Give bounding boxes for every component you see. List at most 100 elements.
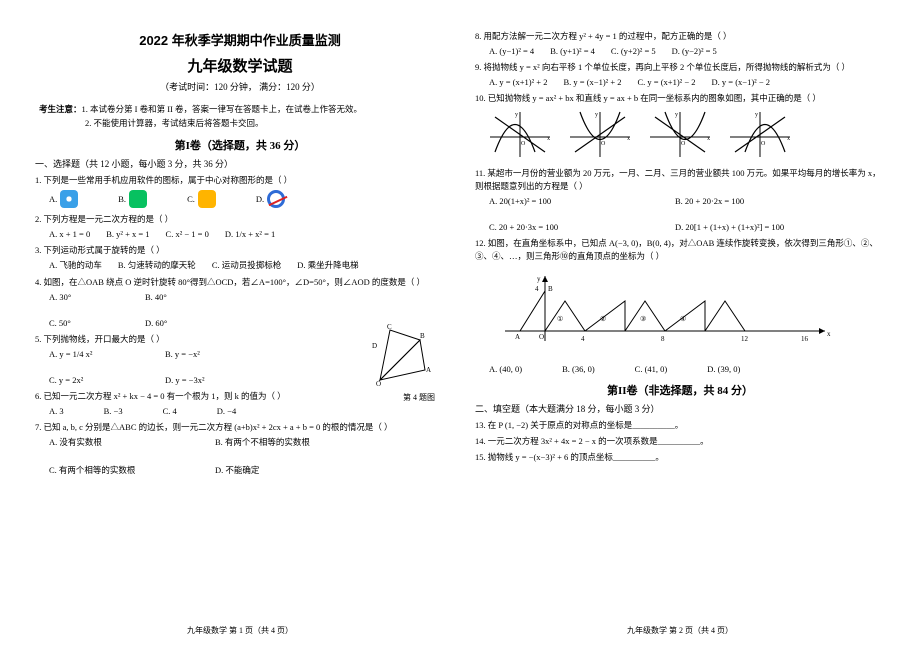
svg-text:x: x [787,136,790,142]
svg-text:x: x [707,136,710,142]
q7-c: C. 有两个相等的实数根 [49,464,199,476]
q3-c: C. 运动员投掷标枪 [212,259,281,271]
q9-c: C. y = (x+1)² − 2 [638,77,696,87]
q12-b: B. (36, 0) [562,364,595,374]
q15-text: 15. 抛物线 y = −(x−3)² + 6 的顶点坐标__________。 [475,451,885,464]
q7-options: A. 没有实数根 B. 有两个不相等的实数根 C. 有两个相等的实数根 D. 不… [49,436,389,476]
svg-text:16: 16 [801,335,809,343]
q1-text: 1. 下列是一些常用手机应用软件的图标，属于中心对称图形的是（ ） [35,174,445,187]
svg-text:12: 12 [741,335,749,343]
q4-figure: O A B C D [370,320,440,390]
svg-text:4: 4 [581,335,585,343]
origin-label: O [539,333,544,341]
q7-text: 7. 已知 a, b, c 分别是△ABC 的边长，则一元二次方程 (a+b)x… [35,421,445,434]
svg-text:A: A [426,366,431,374]
q4-c: C. 50° [49,318,129,328]
q11-options: A. 20(1+x)² = 100 B. 20 + 20·2x = 100 C.… [489,196,869,232]
svg-text:y: y [675,112,678,118]
q9-b: B. y = (x−1)² + 2 [563,77,621,87]
q1-b: B. [118,190,147,208]
footer-left: 九年级数学 第 1 页（共 4 页） [20,625,460,636]
star-icon [198,190,216,208]
q10-graph-b: Oxy [565,107,635,162]
q7-b: B. 有两个不相等的实数根 [215,436,365,448]
q3-text: 3. 下列运动形式属于旋转的是（ ） [35,244,445,257]
svg-text:O: O [376,380,381,388]
q12-options: A. (40, 0) B. (36, 0) C. (41, 0) D. (39,… [489,364,885,374]
svg-text:y: y [515,112,518,118]
q9-a: A. y = (x+1)² + 2 [489,77,547,87]
q6-a: A. 3 [49,406,64,416]
q4-a: A. 30° [49,292,129,302]
svg-text:①: ① [557,315,563,323]
b-label: B [548,285,553,293]
q3-options: A. 飞驰的动车 B. 匀速转动的摩天轮 C. 运动员投掷标枪 D. 乘坐升降电… [49,259,445,271]
q10-graph-c: Oxy [645,107,715,162]
svg-text:O: O [521,141,526,147]
q5-b: B. y = −x² [165,349,265,359]
q8-options: A. (y−1)² = 4 B. (y+1)² = 4 C. (y+2)² = … [489,46,885,56]
svg-text:O: O [761,141,766,147]
q4-b: B. 40° [145,292,225,302]
q8-b: B. (y+1)² = 4 [550,46,595,56]
q7-a: A. 没有实数根 [49,436,199,448]
q2-c: C. x² − 1 = 0 [166,229,209,239]
q7-d: D. 不能确定 [215,464,365,476]
svg-text:C: C [387,323,392,331]
q10-text: 10. 已知抛物线 y = ax² + bx 和直线 y = ax + b 在同… [475,92,885,105]
q10-graphs: Oxy Oxy Oxy Oxy [485,107,885,162]
q13-text: 13. 在 P (1, −2) 关于原点的对称点的坐标是__________。 [475,419,885,432]
q10-graph-a: Ox y [485,107,555,162]
svg-text:B: B [420,332,425,340]
q11-a: A. 20(1+x)² = 100 [489,196,659,206]
page-right: 8. 用配方法解一元二次方程 y² + 4y = 1 的过程中，配方正确的是（ … [460,30,900,636]
q2-d: D. 1/x + x² = 1 [225,229,275,239]
q6-text: 6. 已知一元二次方程 x² + kx − 4 = 0 有一个根为 1，则 k … [35,390,445,403]
q1-c: C. [187,190,216,208]
q6-b: B. −3 [104,406,123,416]
svg-text:y: y [537,275,541,283]
q1-d: D. [256,190,285,208]
wechat-icon [129,190,147,208]
svg-text:②: ② [600,315,606,323]
qq-icon [60,190,78,208]
q12-d: D. (39, 0) [707,364,740,374]
page-left: 2022 年秋季学期期中作业质量监测 九年级数学试题 （考试时间：120 分钟，… [20,30,460,636]
svg-text:x: x [547,136,550,142]
svg-text:x: x [627,136,630,142]
q14-text: 14. 一元二次方程 3x² + 4x = 2 − x 的一次项系数是_____… [475,435,885,448]
q3-a: A. 飞驰的动车 [49,259,102,271]
q2-b: B. y² + x = 1 [106,229,149,239]
q11-b: B. 20 + 20·2x = 100 [675,196,845,206]
title-main: 2022 年秋季学期期中作业质量监测 [35,30,445,49]
q11-c: C. 20 + 20·3x = 100 [489,222,659,232]
svg-text:D: D [372,342,377,350]
q1-options: A. B. C. D. [49,190,445,208]
q4-d: D. 60° [145,318,225,328]
section2-sub: 二、填空题（本大题满分 18 分，每小题 3 分） [475,402,885,415]
q3-d: D. 乘坐升降电梯 [297,259,358,271]
section1-sub: 一、选择题（共 12 小题，每小题 3 分，共 36 分） [35,157,445,170]
q10-graph-d: Oxy [725,107,795,162]
q1-a: A. [49,190,78,208]
q5-options: A. y = 1/4 x² B. y = −x² C. y = 2x² D. y… [49,349,289,385]
q2-a: A. x + 1 = 0 [49,229,90,239]
ring-icon [267,190,285,208]
title-info: （考试时间：120 分钟， 满分：120 分） [35,80,445,93]
q11-text: 11. 某超市一月份的营业额为 20 万元，一月、二月、三月的营业额共 100 … [475,167,885,193]
q2-options: A. x + 1 = 0 B. y² + x = 1 C. x² − 1 = 0… [49,229,445,239]
q8-text: 8. 用配方法解一元二次方程 y² + 4y = 1 的过程中，配方正确的是（ … [475,30,885,43]
q5-a: A. y = 1/4 x² [49,349,149,359]
q6-c: C. 4 [163,406,177,416]
section1-title: 第I卷（选择题，共 36 分） [35,137,445,153]
notice-2: 2. 不能使用计算器，考试结束后将答题卡交回。 [35,117,445,129]
q3-b: B. 匀速转动的摩天轮 [118,259,196,271]
svg-text:4: 4 [535,285,539,293]
q5-d: D. y = −3x² [165,375,265,385]
q4-caption: 第 4 题图 [403,392,435,403]
svg-text:y: y [595,112,598,118]
a-label: A [515,333,520,341]
q12-text: 12. 如图，在直角坐标系中，已知点 A(−3, 0)，B(0, 4)，对△OA… [475,237,885,263]
svg-text:③: ③ [640,315,646,323]
svg-text:④: ④ [680,315,686,323]
